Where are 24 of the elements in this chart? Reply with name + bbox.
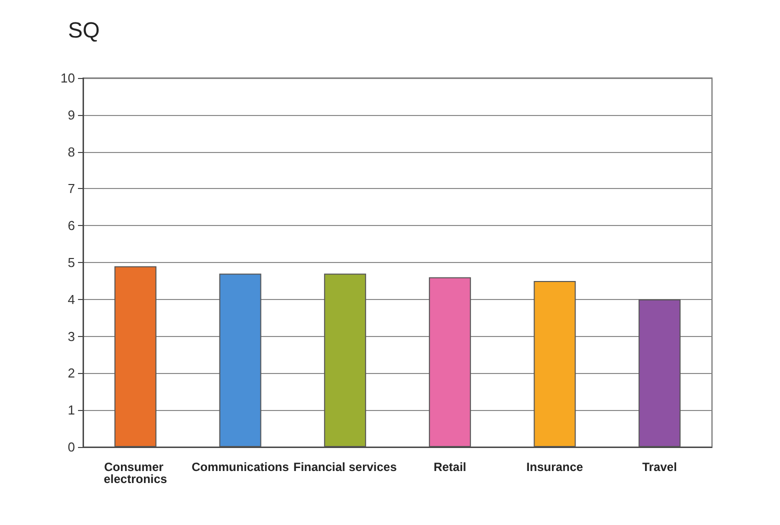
y-tick-label: 9: [68, 107, 75, 122]
x-tick-label: Travel: [642, 460, 677, 474]
y-tick-label: 5: [68, 255, 75, 270]
bar: [324, 274, 366, 447]
y-tick-label: 10: [60, 70, 75, 86]
x-tick-label: Insurance: [526, 460, 584, 474]
y-tick-label: 6: [68, 218, 75, 234]
x-tick-label: Consumer electronics: [104, 460, 168, 486]
bar: [428, 277, 471, 447]
y-tick-label: 1: [68, 402, 75, 418]
x-tick-label: Financial services: [293, 460, 398, 474]
x-tick-label: Retail: [434, 460, 466, 474]
bar: [114, 266, 156, 447]
y-tick-label: 4: [68, 292, 75, 307]
bar: [638, 299, 681, 447]
chart-title: SQ: [68, 18, 100, 42]
y-tick-label: 8: [68, 144, 75, 160]
x-tick-label: Communications: [192, 460, 290, 474]
y-tick-label: 3: [68, 328, 75, 344]
y-tick-label: 2: [68, 366, 75, 381]
y-tick-label: 0: [68, 440, 75, 454]
bar: [534, 280, 576, 447]
y-tick-label: 7: [68, 181, 75, 196]
bar: [219, 274, 262, 447]
